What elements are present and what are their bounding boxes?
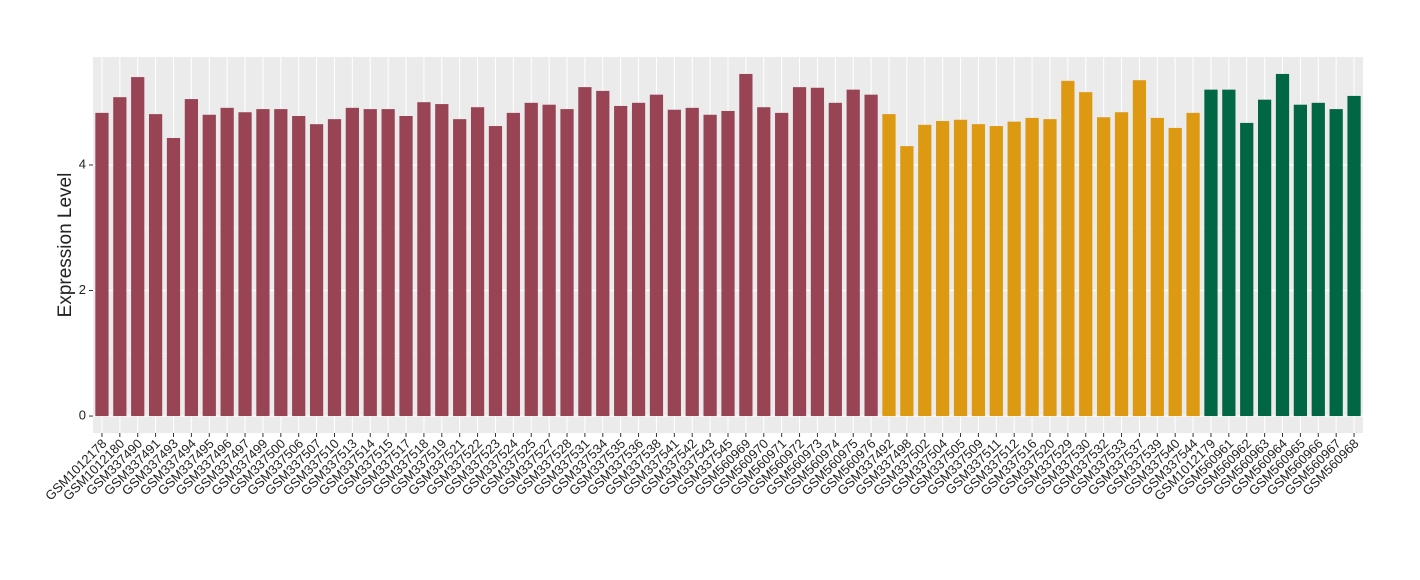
- bar: [757, 107, 771, 417]
- bar: [1043, 119, 1057, 417]
- bar: [1293, 104, 1308, 417]
- bar: [1007, 121, 1021, 417]
- bar: [309, 124, 324, 417]
- bar: [1114, 112, 1129, 417]
- bar: [1258, 99, 1272, 417]
- bar: [918, 124, 932, 417]
- y-axis-label: Expression Level: [55, 173, 76, 318]
- bar: [238, 112, 252, 417]
- bar: [435, 104, 449, 417]
- bar: [828, 102, 842, 417]
- bar: [148, 114, 163, 417]
- bar: [1240, 122, 1254, 417]
- bar: [864, 94, 878, 417]
- bar: [184, 99, 198, 417]
- bar: [631, 102, 646, 417]
- bar: [470, 107, 485, 417]
- bar: [578, 87, 592, 417]
- bar: [363, 109, 377, 417]
- bar: [274, 109, 288, 417]
- bar: [1061, 80, 1075, 417]
- bar: [1275, 73, 1290, 417]
- bar: [810, 87, 825, 417]
- bar: [1222, 89, 1236, 417]
- bar: [131, 77, 145, 417]
- bar: [703, 114, 717, 417]
- bar: [220, 107, 234, 417]
- bar: [614, 105, 628, 417]
- bar: [900, 146, 914, 417]
- y-tick-label: 2: [79, 282, 86, 297]
- bar: [95, 112, 109, 417]
- bar: [1025, 117, 1039, 417]
- bar: [1311, 102, 1325, 417]
- bar: [882, 114, 896, 417]
- y-tick-label: 4: [79, 156, 86, 171]
- bar: [1329, 109, 1343, 417]
- bar: [1132, 80, 1147, 417]
- bar: [417, 102, 431, 417]
- bar: [971, 124, 986, 417]
- bar: [166, 137, 181, 417]
- bar: [560, 109, 574, 417]
- bar: [1097, 117, 1111, 417]
- bar: [775, 112, 789, 417]
- bar: [506, 112, 520, 417]
- bar: [399, 116, 413, 417]
- bar: [739, 73, 753, 417]
- bar: [1168, 127, 1182, 417]
- bar: [202, 114, 216, 417]
- bar: [649, 94, 664, 417]
- bar: [542, 104, 556, 417]
- bar: [1347, 95, 1361, 417]
- bar: [345, 107, 359, 417]
- bar: [524, 102, 538, 417]
- bar: [846, 89, 860, 417]
- bar: [667, 109, 681, 417]
- bar: [256, 109, 270, 417]
- bar: [1150, 117, 1164, 417]
- bar: [792, 87, 807, 417]
- bar: [381, 109, 395, 417]
- bar: [292, 116, 306, 417]
- bar: [1204, 89, 1218, 417]
- bar: [721, 110, 735, 417]
- bar: [1079, 92, 1093, 417]
- bar: [113, 97, 127, 417]
- bar: [453, 119, 467, 417]
- bar: [488, 126, 503, 417]
- bar: [596, 90, 610, 417]
- bar: [327, 119, 342, 417]
- bar: [1186, 112, 1200, 417]
- y-tick-label: 0: [79, 407, 86, 422]
- bar: [685, 107, 699, 417]
- bar: [989, 126, 1003, 417]
- bar: [936, 121, 950, 417]
- bar: [953, 119, 968, 417]
